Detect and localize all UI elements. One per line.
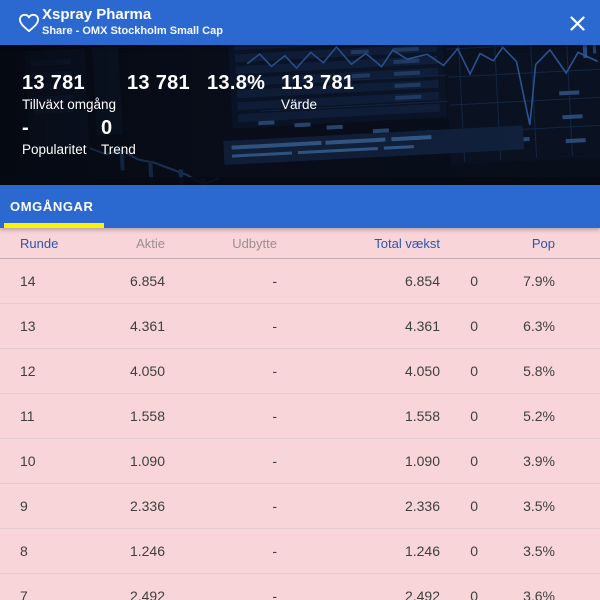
cell-pop: 7.9%: [523, 273, 555, 289]
stat-value: 13.8%: [207, 72, 266, 94]
app-bar: Xspray Pharma Share - OMX Stockholm Smal…: [0, 0, 600, 45]
table-row: 8 1.246 - 1.246 0 3.5%: [0, 529, 600, 574]
cell-total-vaekst: 4.361: [404, 318, 440, 334]
cell-zero: 0: [470, 453, 478, 469]
table-body: 14 6.854 - 6.854 0 7.9% 13 4.361 - 4.361…: [0, 259, 600, 600]
table-row: 7 2.492 - 2.492 0 3.6%: [0, 574, 600, 600]
close-icon: [569, 15, 585, 31]
title-block: Xspray Pharma Share - OMX Stockholm Smal…: [42, 6, 223, 38]
cell-aktie: 2.336: [129, 498, 165, 514]
column-header-aktie: Aktie: [136, 235, 165, 251]
close-button[interactable]: [566, 12, 588, 34]
stat-label: Värde: [281, 97, 318, 112]
cell-aktie: 1.558: [129, 408, 165, 424]
cell-total-vaekst: 2.336: [404, 498, 440, 514]
cell-zero: 0: [470, 318, 478, 334]
cell-runde: 12: [20, 363, 36, 379]
table-row: 10 1.090 - 1.090 0 3.9%: [0, 439, 600, 484]
tab-label: OMGÅNGAR: [10, 199, 94, 214]
table-row: 9 2.336 - 2.336 0 3.5%: [0, 484, 600, 529]
stat-varde: 113 781 Värde: [281, 72, 354, 112]
cell-udbytte: -: [272, 588, 277, 600]
page-subtitle: Share - OMX Stockholm Small Cap: [42, 25, 223, 37]
tab-bar: OMGÅNGAR: [0, 185, 600, 228]
cell-aktie: 1.090: [129, 453, 165, 469]
cell-zero: 0: [470, 273, 478, 289]
cell-aktie: 2.492: [129, 588, 165, 600]
cell-runde: 14: [20, 273, 36, 289]
column-header-runde: Runde: [20, 235, 59, 251]
stat-tillvaxt-omgang: 13 781 Tillväxt omgång: [22, 72, 116, 112]
stat-label: Popularitet: [22, 142, 87, 157]
cell-pop: 3.6%: [523, 588, 555, 600]
cell-aktie: 4.050: [129, 363, 165, 379]
cell-udbytte: -: [272, 273, 277, 289]
cell-pop: 5.8%: [523, 363, 555, 379]
stat-value: -: [22, 117, 29, 139]
stats-hero: 13 781 Tillväxt omgång 13 781 13.8% 113 …: [0, 45, 600, 185]
cell-aktie: 4.361: [129, 318, 165, 334]
stat-value: 0: [101, 117, 113, 139]
cell-udbytte: -: [272, 408, 277, 424]
table-header-row: Runde Aktie Udbytte Total vækst Pop: [0, 228, 600, 259]
table-row: 14 6.854 - 6.854 0 7.9%: [0, 259, 600, 304]
cell-runde: 8: [20, 543, 28, 559]
cell-aktie: 6.854: [129, 273, 165, 289]
cell-zero: 0: [470, 363, 478, 379]
stat-percent: 13.8%: [207, 72, 265, 94]
page-title: Xspray Pharma: [42, 6, 152, 23]
cell-runde: 7: [20, 588, 28, 600]
cell-pop: 3.5%: [523, 543, 555, 559]
cell-runde: 13: [20, 318, 36, 334]
stat-value: 13 781: [127, 72, 190, 94]
favorite-button[interactable]: [16, 10, 42, 36]
table-row: 11 1.558 - 1.558 0 5.2%: [0, 394, 600, 439]
cell-udbytte: -: [272, 498, 277, 514]
cell-pop: 3.5%: [523, 498, 555, 514]
cell-total-vaekst: 2.492: [404, 588, 440, 600]
cell-zero: 0: [470, 588, 478, 600]
cell-zero: 0: [470, 408, 478, 424]
cell-total-vaekst: 6.854: [404, 273, 440, 289]
cell-pop: 5.2%: [523, 408, 555, 424]
cell-pop: 6.3%: [523, 318, 555, 334]
heart-outline-icon: [18, 13, 39, 33]
stat-label: Tillväxt omgång: [22, 97, 117, 112]
tab-omgangar[interactable]: OMGÅNGAR: [0, 185, 104, 228]
stat-popularitet: - Popularitet: [22, 117, 87, 157]
column-header-total-vaekst: Total vækst: [374, 235, 440, 251]
cell-total-vaekst: 1.090: [404, 453, 440, 469]
rounds-table: Runde Aktie Udbytte Total vækst Pop 14 6…: [0, 228, 600, 600]
cell-zero: 0: [470, 498, 478, 514]
stat-second-value: 13 781: [127, 72, 190, 94]
cell-total-vaekst: 1.558: [404, 408, 440, 424]
table-row: 13 4.361 - 4.361 0 6.3%: [0, 304, 600, 349]
stat-label: Trend: [101, 142, 136, 157]
stat-value: 113 781: [281, 72, 355, 94]
cell-runde: 11: [20, 408, 35, 424]
cell-udbytte: -: [272, 453, 277, 469]
cell-total-vaekst: 4.050: [404, 363, 440, 379]
cell-runde: 10: [20, 453, 36, 469]
cell-udbytte: -: [272, 543, 277, 559]
column-header-pop: Pop: [531, 235, 555, 251]
cell-udbytte: -: [272, 363, 277, 379]
table-row: 12 4.050 - 4.050 0 5.8%: [0, 349, 600, 394]
active-tab-indicator: [4, 223, 104, 228]
stock-chart-background: [0, 45, 600, 185]
stat-value: 13 781: [22, 72, 85, 94]
cell-aktie: 1.246: [129, 543, 165, 559]
column-header-udbytte: Udbytte: [232, 235, 277, 251]
cell-zero: 0: [470, 543, 478, 559]
cell-total-vaekst: 1.246: [404, 543, 440, 559]
cell-runde: 9: [20, 498, 28, 514]
stat-trend: 0 Trend: [101, 117, 136, 157]
cell-pop: 3.9%: [523, 453, 555, 469]
cell-udbytte: -: [272, 318, 277, 334]
